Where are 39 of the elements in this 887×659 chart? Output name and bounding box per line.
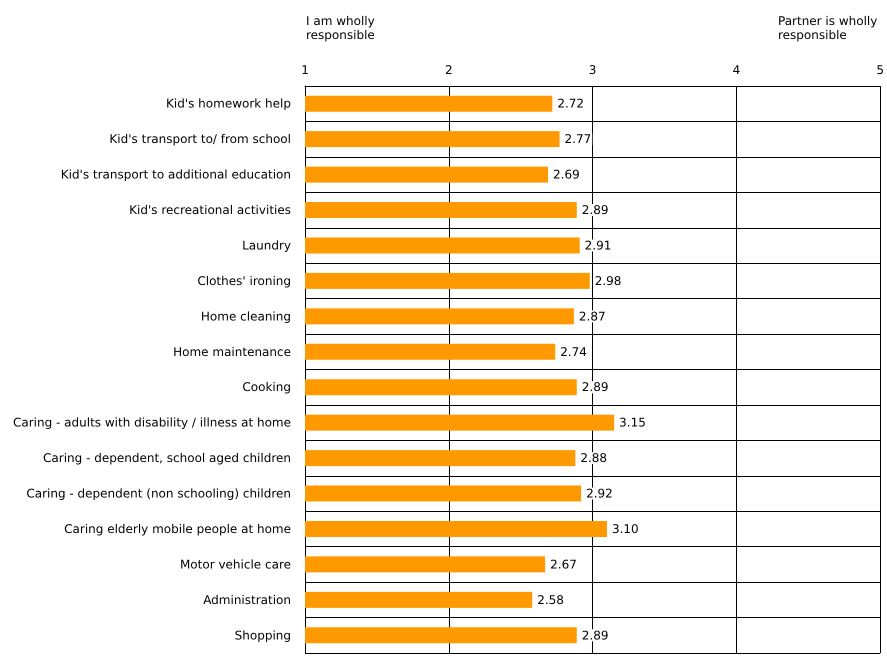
y-tick-label: Clothes' ironing — [197, 274, 291, 288]
y-tick-label: Home maintenance — [173, 344, 291, 359]
y-tick-label: Caring - dependent (non schooling) children — [26, 486, 291, 501]
y-tick-label: Kid's recreational activities — [129, 203, 291, 218]
data-label: 2.67 — [550, 557, 577, 572]
data-label: 2.89 — [582, 628, 608, 642]
y-tick-label: Cooking — [242, 380, 291, 394]
y-tick-label: Administration — [203, 592, 291, 607]
y-tick-label: Caring - dependent, school aged children — [43, 451, 291, 466]
y-tick-label: Motor vehicle care — [180, 557, 291, 572]
data-label: 2.89 — [582, 203, 608, 218]
y-tick-label: Laundry — [242, 238, 291, 252]
y-tick-label: Caring elderly mobile people at home — [64, 522, 291, 536]
x-tick-label: 5 — [876, 63, 884, 77]
y-tick-label: Kid's homework help — [166, 96, 291, 111]
data-label: 2.91 — [584, 238, 612, 252]
text: Partner is wholly responsible — [778, 14, 882, 42]
x-tick-label: 3 — [588, 63, 596, 77]
data-label: 3.15 — [619, 416, 646, 430]
data-label: 2.58 — [537, 592, 564, 607]
y-tick-label: Home cleaning — [200, 309, 291, 324]
data-label: 2.92 — [586, 486, 613, 501]
data-label: 2.98 — [594, 274, 622, 288]
x-tick-label: 2 — [444, 63, 453, 77]
data-label: 2.87 — [578, 309, 606, 324]
data-label: 2.69 — [553, 168, 580, 182]
data-label: 2.88 — [580, 451, 608, 466]
data-label: 3.10 — [612, 522, 639, 536]
y-tick-label: Kid's transport to/ from school — [109, 132, 291, 146]
text: I am wholly responsible — [306, 14, 379, 42]
data-label: 2.77 — [564, 132, 592, 146]
data-label: 2.74 — [560, 344, 587, 359]
x-tick-label: 4 — [732, 63, 740, 77]
y-tick-label: Kid's transport to additional education — [60, 168, 291, 182]
data-label: 2.72 — [557, 96, 584, 111]
x-tick-label: 1 — [301, 63, 309, 77]
data-label: 2.89 — [582, 380, 608, 394]
y-tick-label: Shopping — [234, 628, 291, 642]
y-tick-label: Caring - adults with disability / illness at home — [13, 416, 291, 430]
